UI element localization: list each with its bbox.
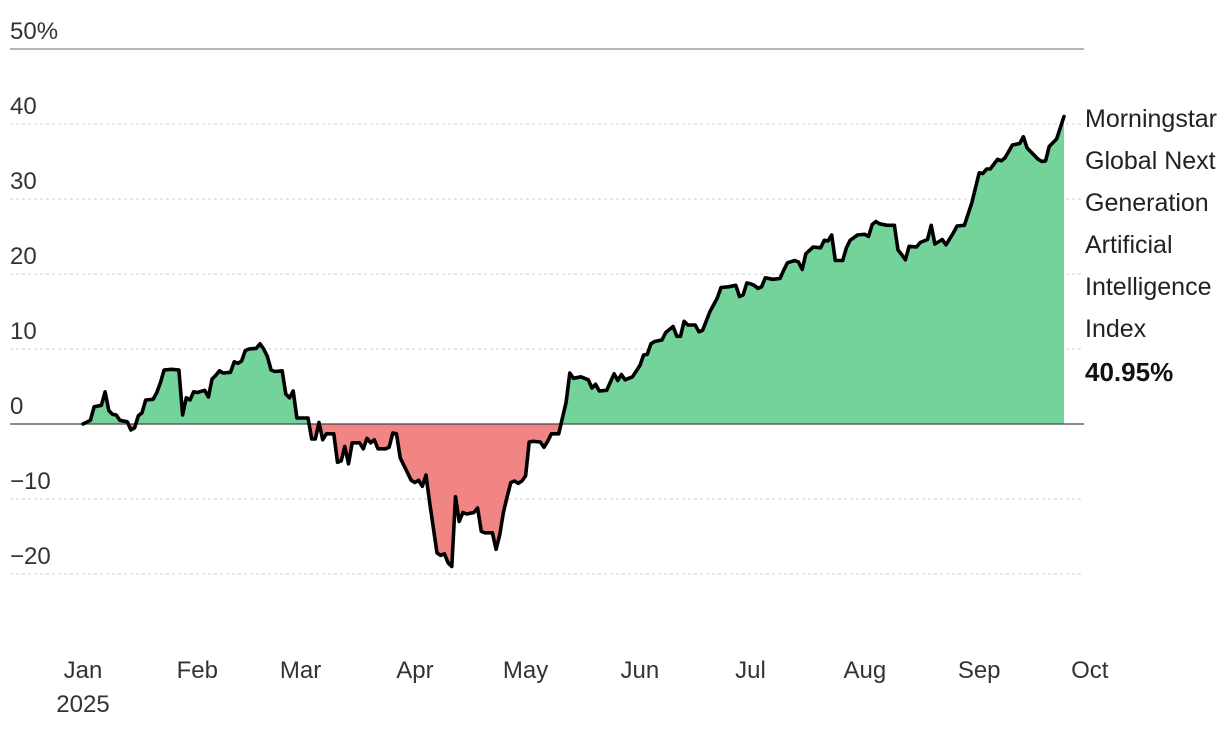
y-tick-label: 50% bbox=[10, 18, 58, 45]
legend-name-line: Generation bbox=[1085, 189, 1209, 217]
y-tick-label: 0 bbox=[10, 393, 23, 420]
positive-area bbox=[561, 116, 1064, 424]
legend-name-line: Morningstar bbox=[1085, 105, 1217, 133]
legend-name-line: Index bbox=[1085, 315, 1147, 343]
legend-name-line: Global Next bbox=[1085, 147, 1216, 175]
gridlines bbox=[10, 48, 1084, 575]
x-tick-label: Mar bbox=[280, 657, 321, 684]
series-line bbox=[81, 114, 1066, 569]
x-tick-label: May bbox=[503, 657, 548, 684]
x-tick-year-label: 2025 bbox=[56, 691, 109, 718]
series-lines bbox=[81, 114, 1066, 569]
y-tick-label: −20 bbox=[10, 543, 51, 570]
x-axis-tick-labels: Jan 2025 Feb Mar Apr May Jun Jul Aug Sep Oct bbox=[56, 657, 1109, 718]
area-fills bbox=[83, 116, 1064, 567]
legend-last-value: 40.95% bbox=[1085, 357, 1173, 387]
y-tick-label: 20 bbox=[10, 243, 37, 270]
y-tick-label: 30 bbox=[10, 168, 37, 195]
x-tick-label: Jul bbox=[735, 657, 766, 684]
x-tick-label: Sep bbox=[958, 657, 1001, 684]
y-axis-tick-labels: 50% 40 30 20 10 0 −10 −20 bbox=[10, 18, 58, 570]
x-tick-label: Oct bbox=[1071, 657, 1109, 684]
series-legend: Morningstar Global Next Generation Artifici… bbox=[1085, 105, 1217, 387]
x-tick-label: Jun bbox=[621, 657, 660, 684]
positive-area bbox=[83, 391, 129, 424]
y-tick-label: 40 bbox=[10, 93, 37, 120]
negative-area bbox=[319, 424, 561, 567]
positive-area bbox=[135, 343, 309, 424]
x-tick-label: Aug bbox=[843, 657, 886, 684]
x-tick-label: Apr bbox=[396, 657, 433, 684]
x-tick-label: Jan bbox=[64, 657, 103, 684]
x-tick-label: Feb bbox=[177, 657, 218, 684]
y-tick-label: 10 bbox=[10, 318, 37, 345]
legend-name-line: Intelligence bbox=[1085, 273, 1211, 301]
y-tick-label: −10 bbox=[10, 468, 51, 495]
legend-name-line: Artificial bbox=[1085, 231, 1173, 259]
